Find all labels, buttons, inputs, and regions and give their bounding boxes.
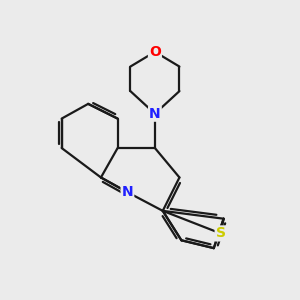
- Text: N: N: [149, 107, 161, 121]
- Text: O: O: [149, 45, 161, 59]
- Text: N: N: [122, 185, 133, 199]
- Text: S: S: [216, 226, 226, 240]
